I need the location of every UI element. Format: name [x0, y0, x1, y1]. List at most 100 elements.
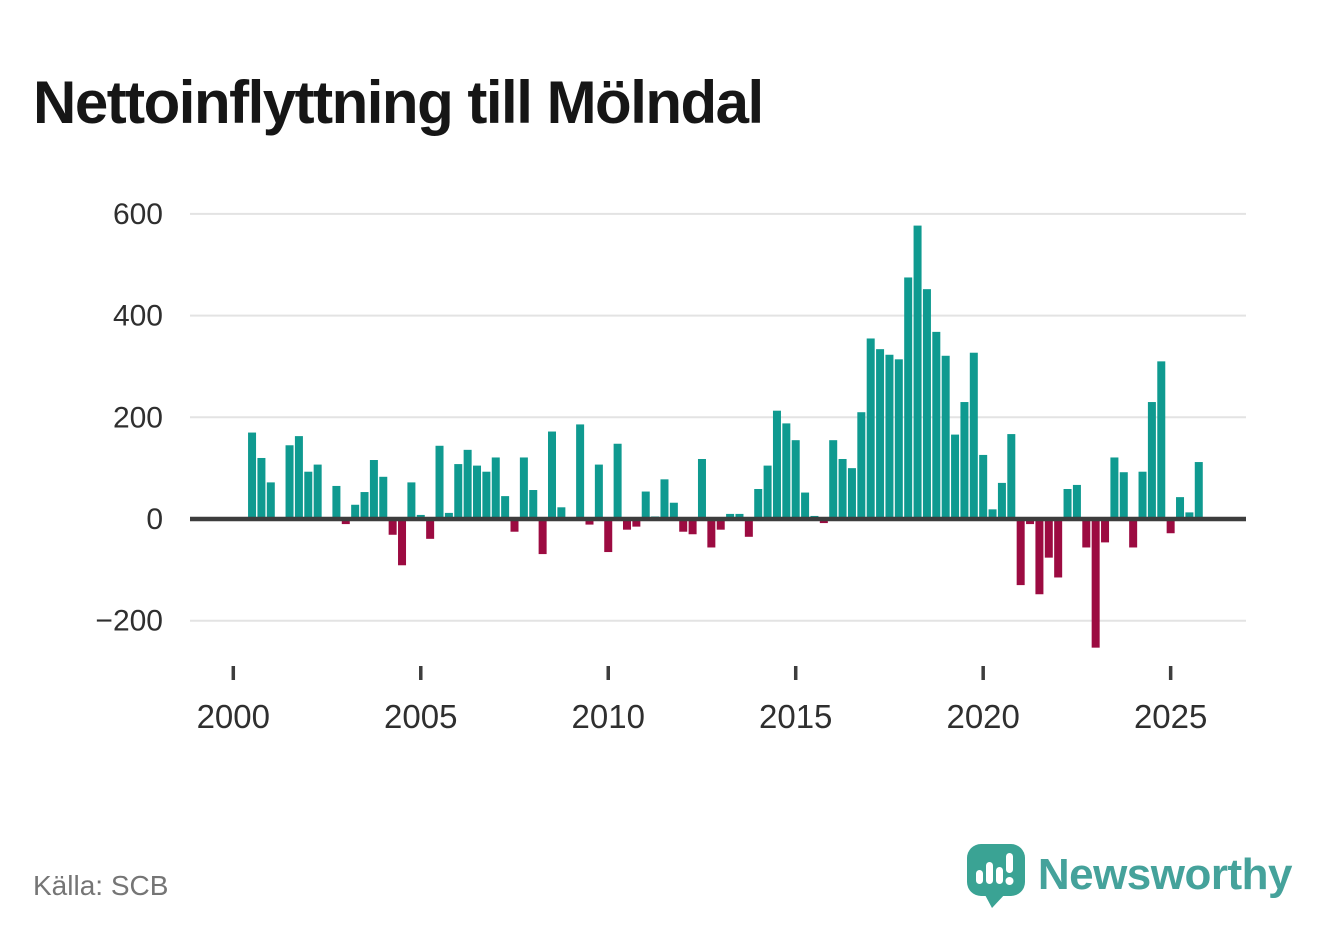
bar: 2017-Q1: 355: [866, 338, 875, 519]
bar: 2022-Q4: -56: [1082, 519, 1091, 548]
bar: 2017-Q3: 323: [885, 354, 894, 519]
bar: 2013-Q3: 10: [735, 513, 744, 519]
bar: 2017-Q4: 314: [894, 359, 903, 519]
newsworthy-logo: Newsworthy: [964, 841, 1293, 909]
bar: 2013-Q4: -35: [744, 519, 753, 537]
bar: 2022-Q2: 59: [1063, 488, 1072, 519]
bar: 2011-Q4: 32: [669, 502, 678, 519]
bar: 2010-Q3: -21: [622, 519, 631, 530]
bar: 2018-Q1: 475: [904, 277, 913, 519]
bar: 2011-Q1: 54: [641, 491, 650, 519]
bar: 2020-Q4: 167: [1007, 434, 1016, 519]
bar: 2010-Q1: -65: [604, 519, 613, 553]
bar: 2024-Q3: 230: [1147, 402, 1156, 519]
bar: 2004-Q2: -31: [388, 519, 397, 535]
bar: 2007-Q2: 45: [501, 496, 510, 519]
y-axis-tick-label: 600: [113, 198, 163, 231]
bar: 2008-Q1: 57: [529, 490, 538, 519]
x-axis-tick-label: 2025: [1134, 698, 1207, 735]
bar: 2015-Q2: 52: [801, 492, 810, 519]
bar: 2019-Q3: 230: [960, 402, 969, 519]
bar: 2020-Q1: 126: [979, 454, 988, 519]
bar: 2025-Q4: 112: [1194, 462, 1203, 519]
bar: 2004-Q4: 72: [407, 482, 416, 519]
bar: 2024-Q1: -56: [1129, 519, 1138, 548]
bar: 2009-Q2: 186: [576, 424, 585, 519]
bar: 2014-Q1: 59: [754, 488, 763, 519]
bar: 2013-Q1: -21: [716, 519, 725, 530]
bar: 2022-Q3: 67: [1072, 484, 1081, 519]
bar: 2003-Q2: 28: [351, 504, 360, 519]
bar: 2001-Q3: 145: [285, 445, 294, 519]
bar: 2024-Q4: 310: [1157, 361, 1166, 519]
bar: 2006-Q1: 108: [454, 464, 463, 519]
bar: 2019-Q1: 321: [941, 355, 950, 519]
y-axis-tick-label: 0: [146, 503, 163, 536]
bar: 2008-Q4: 23: [557, 507, 566, 519]
bar: 2000-Q4: 120: [257, 457, 266, 519]
bar: 2018-Q4: 368: [932, 331, 941, 519]
bar: 2021-Q3: -148: [1035, 519, 1044, 595]
bar: 2018-Q3: 452: [922, 289, 931, 519]
bar: 2017-Q2: 334: [876, 349, 885, 519]
bar: 2006-Q2: 136: [463, 449, 472, 519]
bar: 2011-Q3: 78: [660, 479, 669, 519]
bar: 2014-Q4: 188: [782, 423, 791, 519]
bar: 2020-Q3: 71: [997, 482, 1006, 519]
bar: 2004-Q3: -91: [398, 519, 407, 566]
bar: 2014-Q3: 213: [772, 410, 781, 519]
bar: 2014-Q2: 105: [763, 465, 772, 519]
bar: 2009-Q3: -11: [585, 519, 594, 525]
y-axis-tick-label: 400: [113, 300, 163, 333]
bar: 2023-Q1: -253: [1091, 519, 1100, 648]
bar: 2007-Q3: -25: [510, 519, 519, 532]
speech-bubble-bar-chart-icon: [966, 844, 1025, 908]
bar: 2005-Q2: -39: [426, 519, 435, 539]
bar: 2012-Q1: -25: [679, 519, 688, 532]
bar: 2023-Q4: 92: [1119, 472, 1128, 519]
bar: 2013-Q2: 10: [726, 513, 735, 519]
bar: 2003-Q1: -10: [341, 519, 350, 525]
bar: 2001-Q4: 163: [294, 436, 303, 519]
bar: 2016-Q4: 210: [857, 412, 866, 519]
logo-wordmark: Newsworthy: [1037, 850, 1293, 899]
bar: 2019-Q4: 327: [969, 352, 978, 519]
bar: 2003-Q3: 53: [360, 492, 369, 519]
x-axis-tick-label: 2010: [572, 698, 645, 735]
bar: 2016-Q3: 100: [847, 468, 856, 519]
bar: 2008-Q3: 172: [547, 431, 556, 519]
x-axis-tick-label: 2005: [384, 698, 457, 735]
bar: 2001-Q1: 72: [266, 482, 275, 519]
bar: 2010-Q4: -15: [632, 519, 641, 527]
bar: 2022-Q1: -115: [1054, 519, 1063, 578]
bar: 2005-Q4: 12: [444, 512, 453, 519]
bar: 2021-Q4: -76: [1044, 519, 1053, 558]
bar: 2003-Q4: 116: [369, 460, 378, 519]
bar: 2012-Q4: -56: [707, 519, 716, 548]
bar: 2024-Q2: 93: [1138, 471, 1147, 519]
bar: 2007-Q1: 121: [491, 457, 500, 519]
bar: 2015-Q1: 155: [791, 440, 800, 519]
bar: 2000-Q3: 170: [248, 432, 257, 519]
bar: 2019-Q2: 166: [951, 434, 960, 519]
bar: 2006-Q4: 93: [482, 471, 491, 519]
y-axis-tick-label: 200: [113, 401, 163, 434]
bar: 2012-Q3: 118: [697, 458, 706, 519]
x-axis-tick-label: 2000: [197, 698, 270, 735]
bar: 2010-Q2: 148: [613, 443, 622, 519]
bar: 2023-Q2: -46: [1101, 519, 1110, 543]
x-axis-tick-label: 2015: [759, 698, 832, 735]
bar: 2004-Q1: 83: [379, 476, 388, 519]
bar: 2016-Q1: 155: [829, 440, 838, 519]
x-axis-tick-label: 2020: [946, 698, 1019, 735]
bar: 2005-Q3: 144: [435, 445, 444, 519]
bar: 2009-Q4: 107: [594, 464, 603, 519]
bar: 2018-Q2: 577: [913, 225, 922, 519]
chart-title: Nettoinflyttning till Mölndal: [33, 69, 764, 137]
bar: 2021-Q2: -10: [1026, 519, 1035, 525]
